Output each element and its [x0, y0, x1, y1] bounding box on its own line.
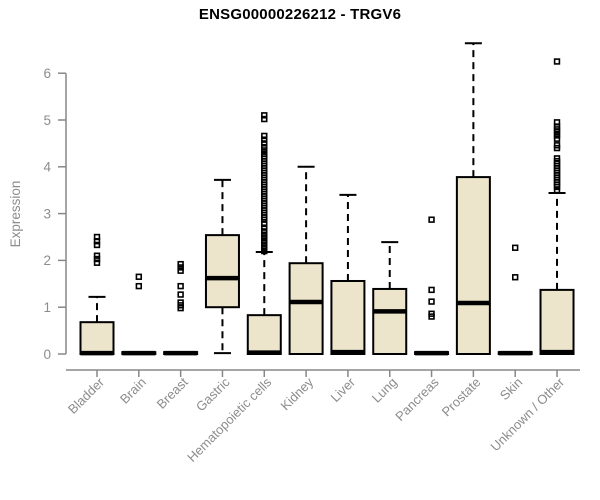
outlier-point	[135, 282, 143, 290]
outlier-point	[261, 147, 268, 154]
outlier-point	[261, 238, 268, 245]
y-tick-label: 5	[43, 113, 51, 128]
outlier-point	[261, 143, 268, 151]
outlier-point	[261, 112, 268, 119]
y-tick-label: 0	[43, 347, 51, 362]
x-tick-label: Kidney	[278, 374, 317, 413]
outlier-point	[553, 132, 561, 139]
x-tick-label: Lung	[369, 375, 400, 406]
outlier-point	[261, 224, 268, 231]
iqr-box	[330, 279, 366, 356]
iqr-box	[539, 288, 575, 355]
outlier-point	[511, 244, 519, 251]
y-tick-label: 2	[43, 253, 51, 268]
outlier-point	[177, 291, 184, 298]
outlier-point	[177, 264, 184, 271]
y-tick-label: 4	[43, 160, 51, 175]
outlier-point	[261, 132, 268, 140]
outlier-point	[553, 187, 561, 194]
outlier-point	[261, 244, 268, 251]
x-tick-label: Liver	[328, 374, 359, 405]
outlier-point	[261, 247, 268, 255]
outlier-point	[93, 233, 101, 241]
outlier-point	[428, 286, 435, 294]
iqr-box	[288, 262, 324, 356]
outlier-point	[93, 259, 101, 266]
iqr-box	[204, 234, 240, 309]
outlier-point	[177, 282, 184, 290]
outlier-point	[177, 299, 184, 306]
outlier-point	[261, 140, 268, 147]
x-tick-label: Pancreas	[392, 374, 442, 424]
outlier-point	[177, 267, 184, 274]
iqr-box	[455, 176, 491, 355]
outlier-point	[261, 241, 268, 248]
outlier-point	[553, 142, 561, 149]
iqr-box	[79, 321, 115, 355]
outlier-point	[553, 119, 561, 126]
outlier-point	[261, 231, 268, 238]
outlier-point	[261, 228, 268, 235]
outlier-point	[553, 135, 561, 142]
outlier-point	[93, 252, 101, 259]
outlier-point	[261, 150, 268, 157]
outlier-point	[93, 241, 101, 249]
outlier-point	[93, 255, 101, 263]
x-tick-label: Prostate	[439, 375, 484, 420]
x-tick-label: Unknown / Other	[488, 374, 568, 454]
outlier-point	[261, 136, 268, 143]
chart-title: ENSG00000226212 - TRGV6	[198, 6, 402, 23]
outlier-point	[553, 155, 561, 162]
outlier-point	[135, 273, 143, 280]
iqr-box	[246, 314, 282, 356]
outlier-point	[511, 274, 519, 281]
outlier-point	[261, 115, 268, 123]
x-tick-label: Breast	[154, 374, 191, 411]
outlier-point	[553, 58, 561, 65]
x-tick-label: Gastric	[193, 374, 233, 414]
outlier-point	[177, 260, 184, 268]
x-tick-label: Bladder	[65, 374, 108, 417]
x-tick-label: Skin	[497, 375, 525, 403]
y-tick-label: 6	[43, 66, 51, 81]
outlier-point	[428, 298, 435, 305]
y-tick-label: 1	[43, 300, 51, 315]
x-tick-label: Brain	[117, 375, 149, 407]
outlier-point	[261, 234, 268, 242]
outlier-point	[428, 310, 435, 317]
outlier-point	[428, 216, 435, 223]
iqr-box	[372, 287, 408, 355]
y-tick-label: 3	[43, 206, 51, 221]
